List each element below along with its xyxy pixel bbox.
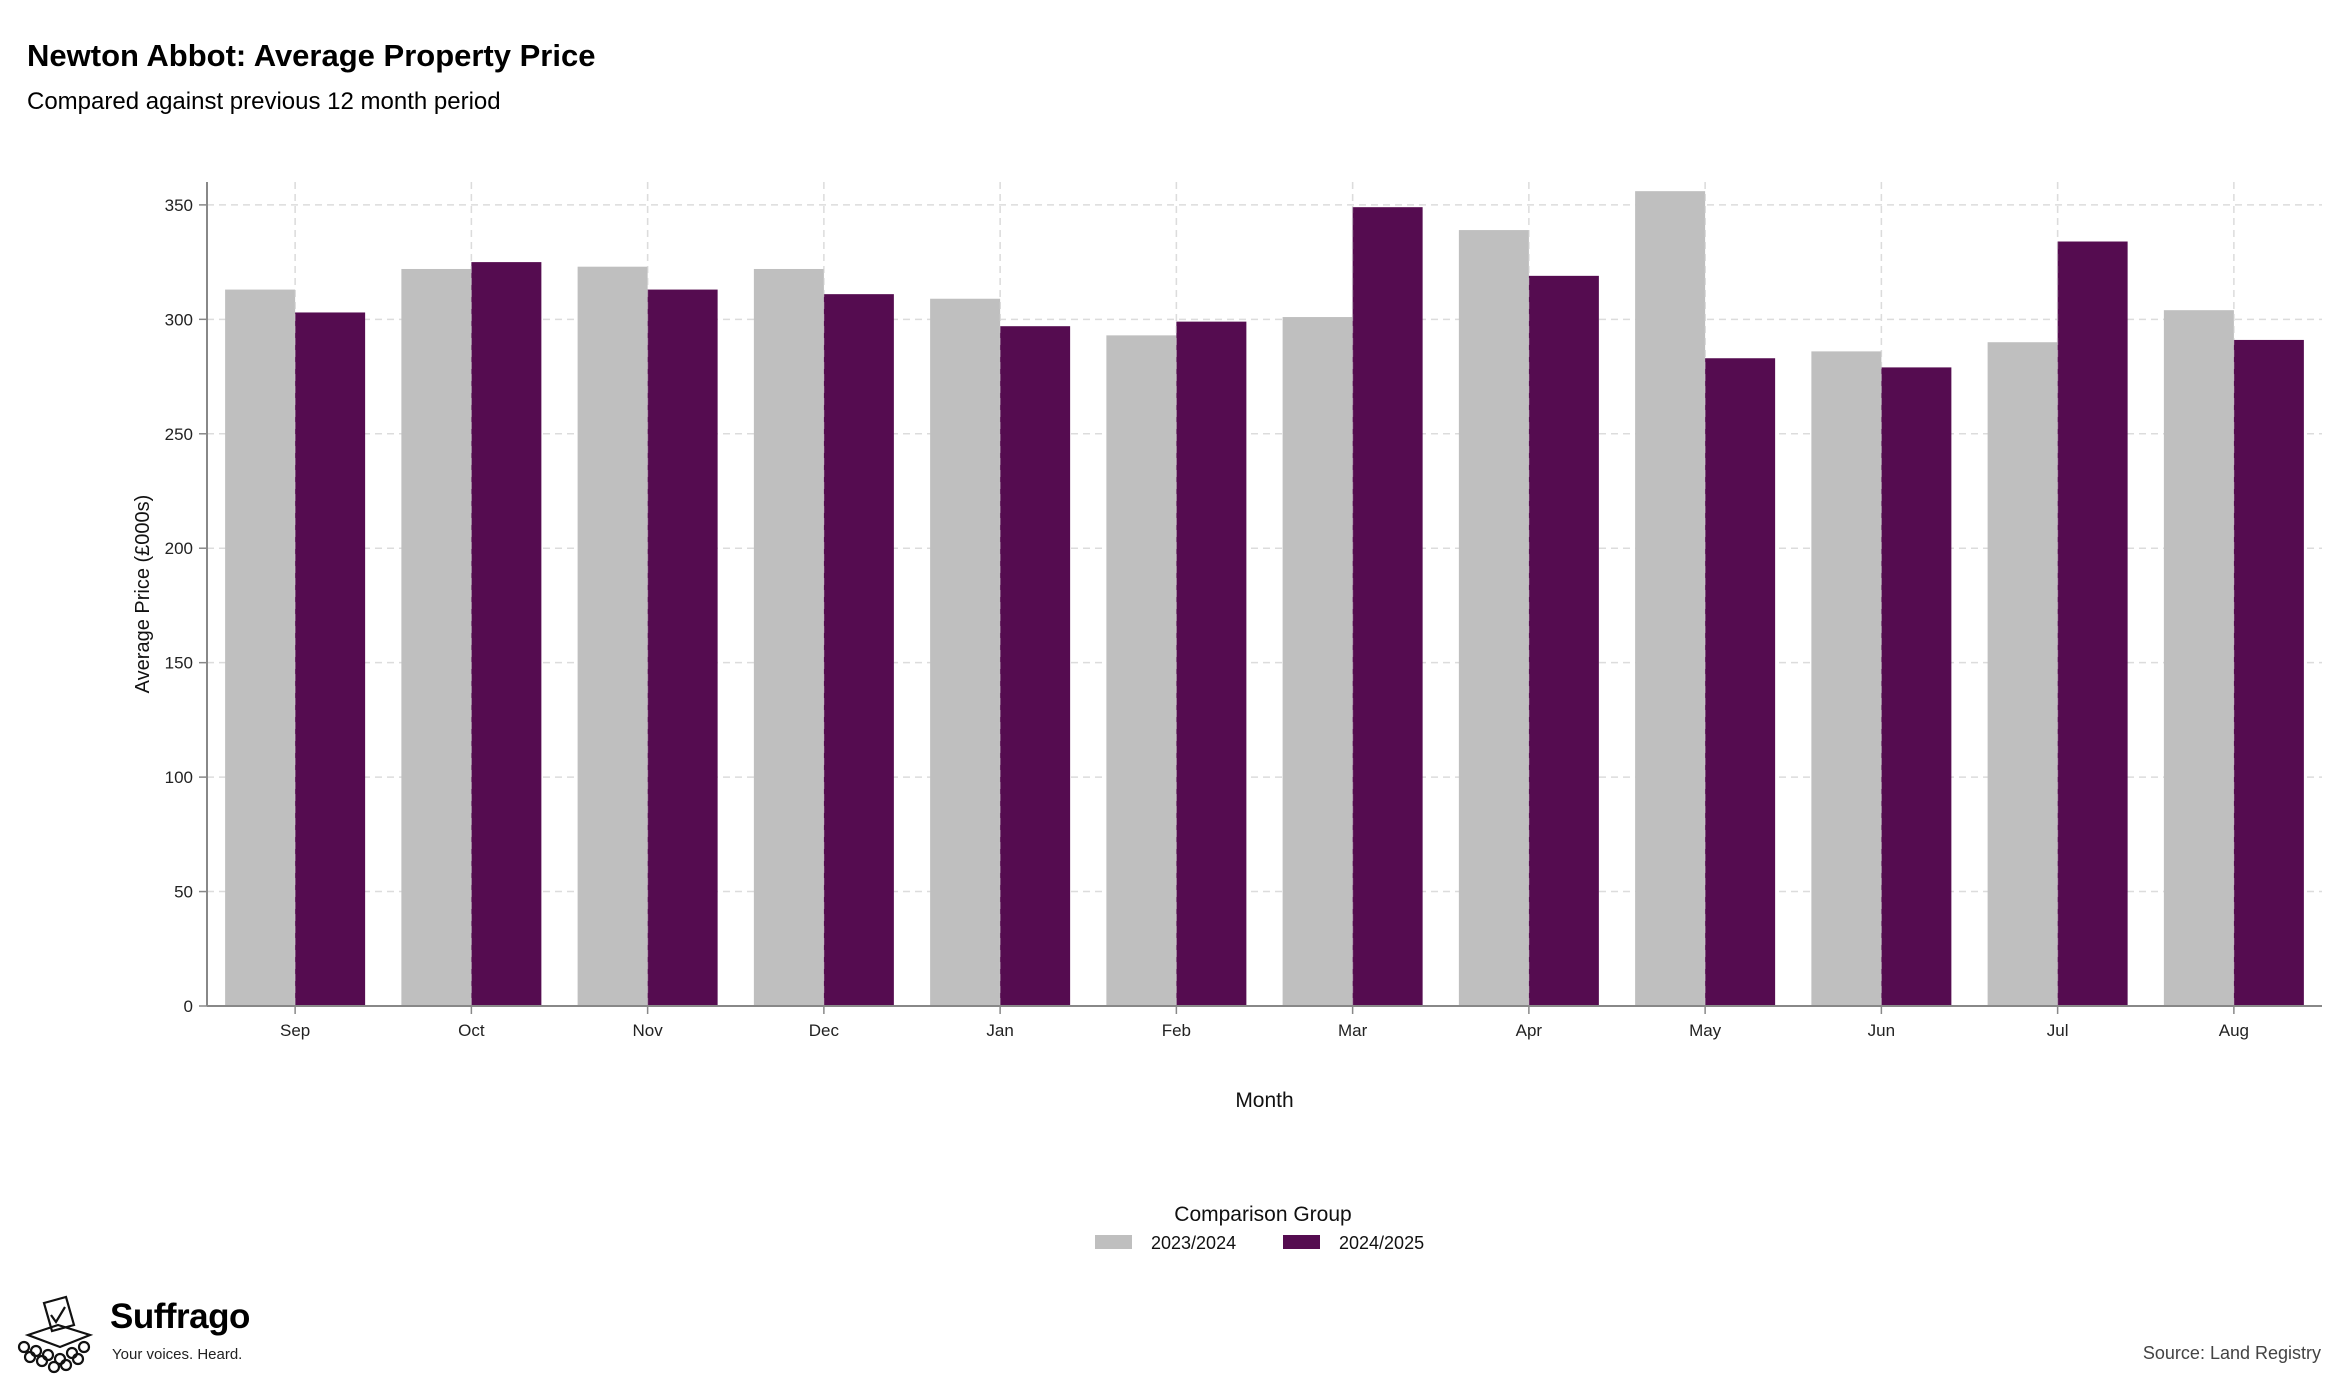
y-axis-label: Average Price (£000s) [132,495,154,694]
bar-2024-2025-jun [1881,367,1952,1006]
x-tick-label: Apr [1516,1021,1543,1040]
x-tick-label: Jan [986,1021,1013,1040]
bar-2023-2024-dec [753,268,824,1006]
bar-2024-2025-may [1705,358,1776,1006]
y-tick-label: 350 [165,196,193,215]
bar-2023-2024-aug [2163,310,2234,1007]
legend-label: 2024/2025 [1339,1233,1424,1253]
chart-title: Newton Abbot: Average Property Price [27,38,596,73]
x-tick-label: Jul [2047,1021,2069,1040]
bar-2024-2025-jan [1000,326,1071,1006]
bar-2024-2025-aug [2233,339,2304,1006]
bar-2023-2024-mar [1282,317,1353,1006]
bar-2023-2024-jul [1987,342,2058,1006]
bar-2023-2024-oct [401,268,472,1006]
y-tick-label: 50 [174,883,193,902]
y-tick-label: 250 [165,425,193,444]
legend-title: Comparison Group [1174,1203,1351,1226]
x-tick-label: Nov [633,1021,664,1040]
x-tick-label: Feb [1162,1021,1191,1040]
legend-swatch-2023-2024 [1095,1235,1132,1249]
bar-2024-2025-jul [2057,241,2128,1006]
x-tick-label: Dec [809,1021,840,1040]
bar-2023-2024-jan [930,298,1001,1006]
bar-2024-2025-apr [1528,275,1599,1006]
legend-swatch-2024-2025 [1283,1235,1320,1249]
x-axis-label: Month [1235,1089,1293,1112]
bar-2024-2025-oct [471,262,542,1007]
ballot-box-logo-icon [17,1295,94,1374]
x-tick-label: Mar [1338,1021,1368,1040]
bar-chart: 0 50 100 150 200 250 300 350 Sep Oct Nov Dec Jan Feb M… [132,182,2322,1253]
brand-tagline: Your voices. Heard. [112,1346,243,1363]
x-tick-label: May [1689,1021,1722,1040]
legend-label: 2023/2024 [1151,1233,1236,1253]
x-tick-label: Sep [280,1021,310,1040]
y-tick-label: 100 [165,768,193,787]
y-tick-label: 300 [165,310,193,329]
x-tick-label: Jun [1868,1021,1895,1040]
bar-2023-2024-apr [1458,230,1529,1007]
bar-2024-2025-mar [1352,207,1423,1006]
bar-2023-2024-may [1635,191,1706,1007]
brand-name: Suffrago [110,1297,250,1336]
y-tick-label: 200 [165,539,193,558]
bar-2024-2025-dec [823,294,894,1007]
source-note: Source: Land Registry [2142,1343,2321,1363]
bar-2024-2025-nov [647,289,718,1007]
bar-2024-2025-sep [295,312,366,1006]
y-tick-label: 150 [165,654,193,673]
bar-2023-2024-feb [1106,335,1177,1006]
chart-subtitle: Compared against previous 12 month perio… [27,88,501,115]
y-tick-label: 0 [184,997,193,1016]
x-tick-label: Aug [2219,1021,2249,1040]
bar-2023-2024-nov [577,266,648,1006]
bar-2023-2024-jun [1811,351,1882,1006]
bar-2024-2025-feb [1176,321,1247,1007]
x-tick-label: Oct [458,1021,485,1040]
bar-2023-2024-sep [225,289,296,1007]
